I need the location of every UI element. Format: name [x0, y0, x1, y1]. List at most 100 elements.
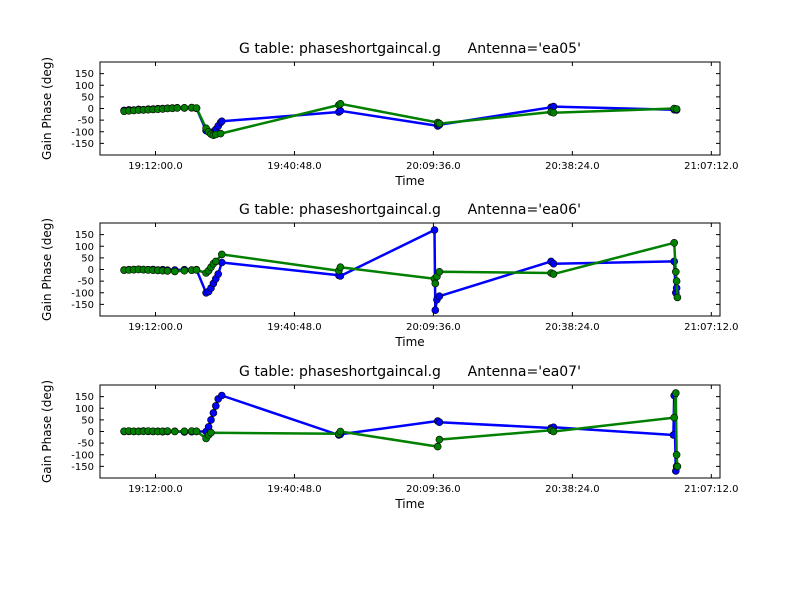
x-tick-label: 19:40:48.0	[267, 322, 321, 333]
data-point	[180, 427, 189, 436]
x-tick-label: 21:07:12.0	[684, 484, 738, 495]
y-tick-label: -150	[71, 462, 94, 473]
data-point	[431, 279, 440, 288]
x-tick-label: 20:09:36.0	[406, 161, 460, 172]
data-point	[336, 100, 345, 108]
y-tick-label: 50	[81, 253, 94, 264]
x-axis-label: Time	[394, 497, 424, 511]
y-tick-label: -100	[71, 450, 94, 461]
subplot-panel: G table: phaseshortgaincal.g Antenna='ea…	[40, 41, 739, 188]
y-tick-label: -50	[78, 116, 94, 127]
data-point	[673, 462, 682, 471]
x-tick-label: 20:09:36.0	[406, 484, 460, 495]
data-point	[207, 416, 215, 424]
data-point	[336, 427, 345, 436]
y-tick-label: 0	[88, 427, 94, 438]
data-point	[549, 108, 558, 117]
y-tick-label: 150	[75, 69, 94, 80]
plot-area	[120, 226, 682, 315]
data-point	[670, 239, 679, 247]
data-point	[549, 427, 558, 436]
data-point	[218, 250, 226, 259]
y-tick-label: 100	[75, 404, 94, 415]
data-point	[672, 450, 681, 459]
data-point	[673, 293, 682, 302]
x-axis-label: Time	[394, 335, 424, 349]
y-tick-label: -100	[71, 288, 94, 299]
data-point	[435, 418, 444, 427]
data-point	[549, 270, 558, 278]
data-point	[171, 267, 179, 276]
data-point	[549, 259, 558, 268]
y-tick-label: 50	[81, 415, 94, 426]
y-tick-label: 100	[75, 242, 94, 253]
plot-area	[120, 100, 681, 139]
data-point	[218, 391, 226, 400]
data-point	[435, 267, 444, 276]
y-tick-label: -50	[78, 277, 94, 288]
y-tick-label: 0	[88, 265, 94, 276]
data-point	[214, 270, 222, 278]
data-point	[209, 409, 218, 417]
y-axis-label: Gain Phase (deg)	[40, 218, 54, 321]
chart-title: G table: phaseshortgaincal.g Antenna='ea…	[239, 364, 581, 380]
y-tick-label: 0	[88, 104, 94, 115]
data-point	[192, 266, 201, 274]
data-point	[180, 104, 189, 112]
y-tick-label: 150	[75, 392, 94, 403]
data-point	[163, 267, 172, 275]
x-tick-label: 20:09:36.0	[406, 322, 460, 333]
data-point	[670, 413, 679, 422]
chart-title: G table: phaseshortgaincal.g Antenna='ea…	[239, 41, 581, 57]
x-tick-label: 19:12:00.0	[128, 484, 182, 495]
x-tick-label: 19:40:48.0	[267, 484, 321, 495]
data-point	[212, 257, 220, 266]
x-tick-label: 19:12:00.0	[128, 161, 182, 172]
plot-area	[120, 389, 682, 475]
data-point	[672, 105, 681, 113]
y-tick-label: -150	[71, 300, 94, 311]
chart-title: G table: phaseshortgaincal.g Antenna='ea…	[239, 202, 581, 218]
data-point	[430, 226, 439, 234]
data-point	[431, 306, 440, 315]
data-point	[433, 442, 442, 451]
y-tick-label: -150	[71, 139, 94, 150]
subplot-panels: G table: phaseshortgaincal.g Antenna='ea…	[40, 41, 739, 511]
y-tick-label: -100	[71, 127, 94, 138]
subplot-panel: G table: phaseshortgaincal.g Antenna='ea…	[40, 202, 739, 349]
data-point	[173, 104, 181, 112]
data-point	[207, 428, 215, 437]
data-point	[336, 263, 345, 272]
data-point	[192, 104, 201, 112]
x-tick-label: 20:38:24.0	[545, 161, 599, 172]
data-point	[171, 427, 179, 436]
x-tick-label: 21:07:12.0	[684, 322, 738, 333]
data-point	[435, 292, 444, 301]
data-point	[435, 435, 444, 444]
data-point	[671, 267, 680, 276]
y-axis-label: Gain Phase (deg)	[40, 57, 54, 160]
x-tick-label: 19:40:48.0	[267, 161, 321, 172]
y-tick-label: 100	[75, 81, 94, 92]
y-tick-label: 50	[81, 92, 94, 103]
data-point	[192, 427, 201, 436]
y-tick-label: 150	[75, 230, 94, 241]
data-point	[672, 277, 681, 285]
x-axis-label: Time	[394, 174, 424, 188]
subplot-panel: G table: phaseshortgaincal.g Antenna='ea…	[40, 364, 739, 511]
y-axis-label: Gain Phase (deg)	[40, 380, 54, 483]
y-tick-label: -50	[78, 439, 94, 450]
data-point	[180, 266, 189, 275]
x-tick-label: 21:07:12.0	[684, 161, 738, 172]
data-point	[163, 427, 172, 435]
x-tick-label: 19:12:00.0	[128, 322, 182, 333]
data-point	[212, 402, 220, 410]
x-tick-label: 20:38:24.0	[545, 484, 599, 495]
x-tick-label: 20:38:24.0	[545, 322, 599, 333]
data-point	[218, 117, 226, 126]
data-point	[671, 389, 680, 397]
data-point	[216, 129, 225, 138]
data-point	[435, 119, 444, 128]
